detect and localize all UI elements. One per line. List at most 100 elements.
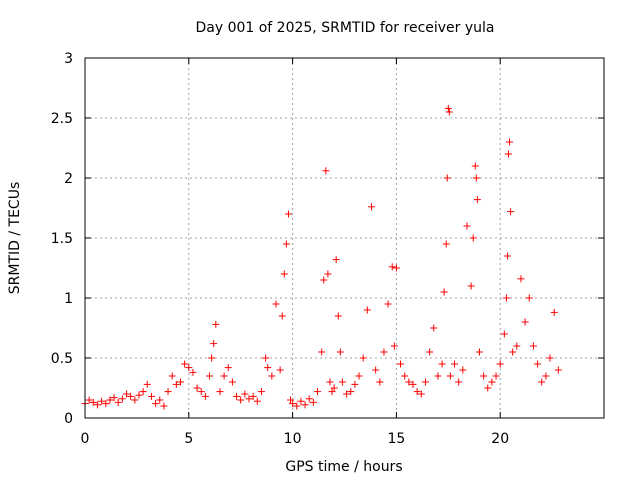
data-point <box>318 348 326 356</box>
data-point <box>328 388 336 396</box>
data-point <box>443 174 451 182</box>
data-point <box>438 360 446 368</box>
data-point <box>220 372 228 380</box>
data-point <box>430 324 438 332</box>
data-point <box>405 378 413 386</box>
y-tick-label: 0.5 <box>51 351 73 367</box>
data-point <box>392 264 400 272</box>
data-point <box>475 348 483 356</box>
data-point <box>282 240 290 248</box>
data-point <box>135 391 143 399</box>
data-point <box>181 360 189 368</box>
y-axis-label: SRMTID / TECUs <box>7 182 23 295</box>
data-point <box>521 318 529 326</box>
data-point <box>245 395 253 403</box>
data-point <box>276 366 284 374</box>
data-point <box>409 380 417 388</box>
data-point <box>492 372 500 380</box>
data-point <box>426 348 434 356</box>
data-point <box>264 364 272 372</box>
data-point <box>206 372 214 380</box>
data-point <box>216 388 224 396</box>
data-point <box>336 348 344 356</box>
data-point <box>233 392 241 400</box>
data-point <box>324 270 332 278</box>
data-point <box>390 342 398 350</box>
data-point <box>347 388 355 396</box>
data-point <box>164 388 172 396</box>
data-point <box>397 360 405 368</box>
data-point <box>529 342 537 350</box>
data-point <box>471 162 479 170</box>
x-tick-label: 0 <box>81 431 90 447</box>
data-point <box>538 378 546 386</box>
data-point <box>455 378 463 386</box>
data-point <box>309 398 317 406</box>
data-point <box>106 396 114 404</box>
data-point <box>241 390 249 398</box>
data-point <box>500 330 508 338</box>
data-point <box>123 390 131 398</box>
data-point <box>118 395 126 403</box>
y-tick-label: 1 <box>64 291 73 307</box>
data-point <box>517 275 525 283</box>
data-point <box>168 372 176 380</box>
x-tick-label: 15 <box>387 431 405 447</box>
data-point <box>228 378 236 386</box>
data-point <box>413 388 421 396</box>
data-point <box>262 354 270 362</box>
data-point <box>156 396 164 404</box>
data-point <box>320 276 328 284</box>
data-point <box>525 294 533 302</box>
data-point <box>287 396 295 404</box>
y-tick-label: 0 <box>64 411 73 427</box>
data-point <box>301 401 309 409</box>
data-point <box>388 263 396 271</box>
data-point <box>284 210 292 218</box>
data-point <box>322 167 330 175</box>
data-point <box>210 340 218 348</box>
data-point <box>334 312 342 320</box>
data-point <box>451 360 459 368</box>
data-point <box>297 397 305 405</box>
data-point <box>417 390 425 398</box>
data-point <box>351 380 359 388</box>
data-point <box>237 396 245 404</box>
x-tick-label: 5 <box>184 431 193 447</box>
data-point <box>384 300 392 308</box>
axis-ticks: 0 5 10 15 20 0 0.5 1 1.5 2 2.5 3 <box>51 51 604 447</box>
data-point <box>172 380 180 388</box>
data-point <box>268 372 276 380</box>
data-point <box>542 372 550 380</box>
data-point <box>496 360 504 368</box>
data-point <box>513 342 521 350</box>
data-point <box>550 308 558 316</box>
data-point <box>89 398 97 406</box>
data-point <box>201 392 209 400</box>
data-point <box>257 388 265 396</box>
data-point <box>326 378 334 386</box>
data-point <box>372 366 380 374</box>
data-point <box>367 203 375 211</box>
data-point <box>98 397 106 405</box>
y-tick-label: 2 <box>64 171 73 187</box>
data-point <box>363 306 371 314</box>
data-point <box>467 282 475 290</box>
data-point <box>208 354 216 362</box>
data-point <box>197 388 205 396</box>
data-point <box>293 402 301 410</box>
y-tick-label: 2.5 <box>51 111 73 127</box>
data-point <box>314 388 322 396</box>
data-point <box>185 364 193 372</box>
data-point <box>160 402 168 410</box>
data-point <box>289 400 297 408</box>
data-point <box>421 378 429 386</box>
data-point <box>330 384 338 392</box>
data-point <box>280 270 288 278</box>
chart-title: Day 001 of 2025, SRMTID for receiver yul… <box>195 20 494 36</box>
data-point <box>480 372 488 380</box>
data-point <box>503 252 511 260</box>
data-point <box>127 392 135 400</box>
data-point <box>473 196 481 204</box>
